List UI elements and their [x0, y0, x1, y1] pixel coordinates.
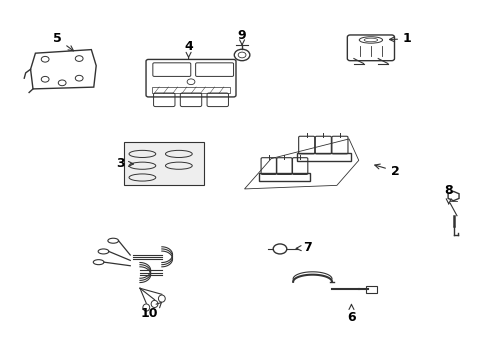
Text: 1: 1: [389, 32, 411, 45]
Bar: [124, 143, 204, 185]
Text: 2: 2: [374, 164, 399, 177]
Text: 8: 8: [444, 184, 452, 204]
Bar: [296, 153, 350, 161]
Bar: [366, 286, 376, 293]
Text: 7: 7: [296, 241, 311, 255]
Text: 3: 3: [116, 157, 133, 170]
Bar: [152, 87, 229, 93]
Bar: [259, 174, 310, 181]
Text: 10: 10: [141, 302, 161, 320]
Text: 6: 6: [346, 305, 355, 324]
Text: 4: 4: [184, 40, 193, 58]
Text: 5: 5: [53, 32, 73, 51]
Text: 9: 9: [237, 29, 246, 45]
